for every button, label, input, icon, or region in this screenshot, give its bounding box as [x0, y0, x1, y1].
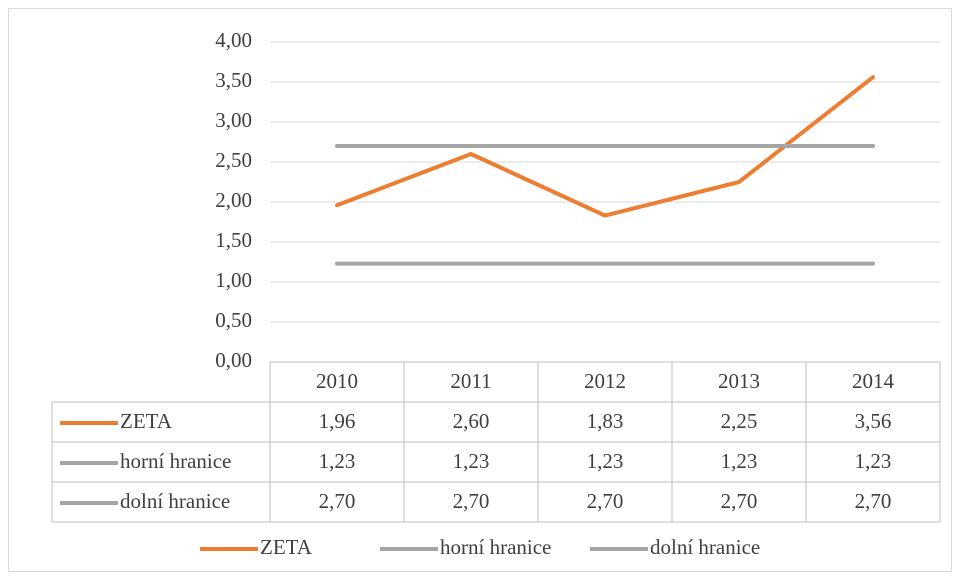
table-series-name: horní hranice — [120, 449, 231, 473]
table-value: 3,56 — [855, 409, 892, 433]
x-tick-label: 2011 — [450, 369, 491, 393]
table-value: 1,23 — [587, 449, 624, 473]
chart-border — [8, 8, 952, 572]
table-value: 2,70 — [453, 489, 490, 513]
table-series-name: ZETA — [120, 409, 173, 433]
y-tick-label: 2,50 — [215, 148, 252, 172]
x-tick-label: 2012 — [584, 369, 626, 393]
legend-label: ZETA — [260, 535, 313, 559]
y-tick-label: 3,50 — [215, 68, 252, 92]
table-value: 2,25 — [721, 409, 758, 433]
table-value: 1,23 — [319, 449, 356, 473]
x-tick-label: 2010 — [316, 369, 358, 393]
table-series-name: dolní hranice — [120, 489, 230, 513]
y-tick-label: 0,00 — [215, 348, 252, 372]
x-tick-label: 2014 — [852, 369, 895, 393]
x-tick-label: 2013 — [718, 369, 760, 393]
table-value: 1,23 — [453, 449, 490, 473]
table-value: 2,70 — [319, 489, 356, 513]
table-value: 1,23 — [721, 449, 758, 473]
y-tick-label: 1,00 — [215, 268, 252, 292]
table-value: 2,70 — [855, 489, 892, 513]
table-value: 1,96 — [319, 409, 356, 433]
table-value: 2,60 — [453, 409, 490, 433]
y-tick-label: 3,00 — [215, 108, 252, 132]
y-tick-label: 4,00 — [215, 28, 252, 52]
table-value: 2,70 — [721, 489, 758, 513]
table-value: 2,70 — [587, 489, 624, 513]
y-tick-label: 1,50 — [215, 228, 252, 252]
table-value: 1,83 — [587, 409, 624, 433]
table-value: 1,23 — [855, 449, 892, 473]
y-tick-label: 0,50 — [215, 308, 252, 332]
y-tick-label: 2,00 — [215, 188, 252, 212]
legend-label: dolní hranice — [650, 535, 760, 559]
legend-label: horní hranice — [440, 535, 551, 559]
